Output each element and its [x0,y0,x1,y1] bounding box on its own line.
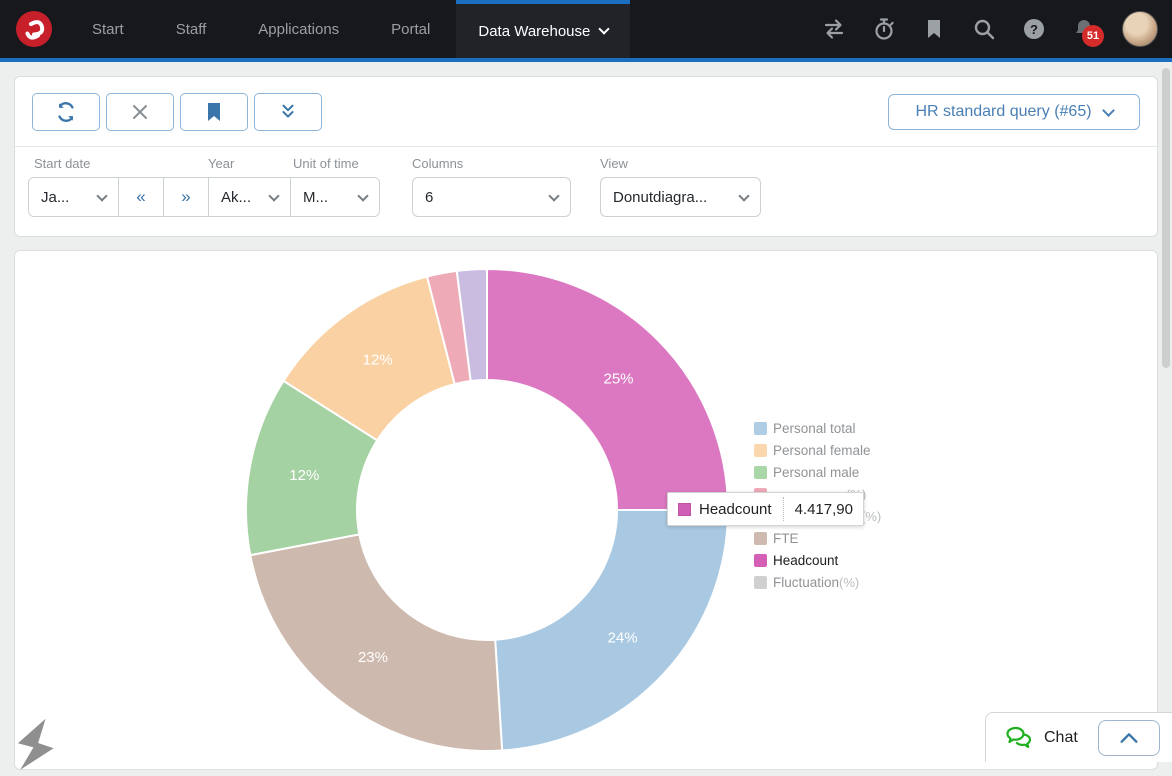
notification-count-badge: 51 [1082,25,1104,47]
query-toolbar-card: HR standard query (#65) Start date Year … [14,76,1158,237]
legend-suffix: (%) [839,575,859,590]
collapse-all-button[interactable] [254,93,322,131]
nav-item-portal[interactable]: Portal [365,0,456,58]
tooltip-separator [783,497,784,521]
notifications-bell-icon[interactable]: 51 [1072,17,1096,41]
slice-percent-label: 25% [604,370,634,387]
chevron-down-icon [548,190,559,201]
nav-item-applications[interactable]: Applications [232,0,365,58]
donut-slice-headcount[interactable] [487,269,728,510]
bookmark-icon[interactable] [922,17,946,41]
legend-swatch [754,532,767,545]
logo-swirl-icon [16,11,52,47]
chat-collapse-button[interactable] [1098,720,1160,756]
chevron-up-icon [1118,731,1140,745]
top-navigation-bar: StartStaffApplicationsPortal Data Wareho… [0,0,1172,62]
nav-item-staff[interactable]: Staff [150,0,233,58]
legend-item-personal-male[interactable]: Personal male [754,461,881,483]
main-menu: StartStaffApplicationsPortal [66,0,456,58]
columns-label: Columns [412,156,463,171]
start-date-select[interactable]: Ja... [29,178,119,216]
active-tab-label: Data Warehouse [478,23,590,40]
legend-label: Fluctuation [773,575,839,590]
legend-label: Personal male [773,465,859,480]
slice-percent-label: 23% [358,649,388,666]
legend-label: Headcount [773,553,838,568]
chevron-down-icon [96,190,107,201]
chart-tooltip: Headcount 4.417,90 [667,492,864,526]
unit-of-time-value: M... [303,189,328,206]
avatar[interactable] [1122,11,1158,47]
previous-glyph: « [136,187,145,207]
legend-swatch [754,422,767,435]
donut-slice-fte[interactable] [250,534,502,751]
slice-percent-label: 12% [363,352,393,369]
chevron-down-icon [1102,104,1115,117]
legend-item-fte[interactable]: FTE [754,527,881,549]
filter-controls: Ja... « » Ak... M... 6 Donutdia [28,177,761,217]
chevron-down-icon [268,190,279,201]
query-selector-label: HR standard query (#65) [915,103,1091,121]
chat-label: Chat [1044,729,1078,747]
year-select[interactable]: Ak... [209,178,291,216]
next-glyph: » [181,187,190,207]
chat-panel[interactable]: Chat [985,712,1172,762]
legend-swatch [754,444,767,457]
year-label: Year [208,156,234,171]
brand-logo[interactable] [16,11,52,47]
chat-icon [1004,725,1034,751]
donut-chart: 25% 24% 23% 12% 12% [244,267,730,753]
toolbar-row: HR standard query (#65) [15,77,1157,147]
legend-label: Personal total [773,421,856,436]
legend-item-fluctuation[interactable]: Fluctuation(%) [754,571,881,593]
chevron-down-icon [357,190,368,201]
transfer-icon[interactable] [822,17,846,41]
legend-label: Personal female [773,443,871,458]
slice-percent-label: 12% [289,467,319,484]
tooltip-label: Headcount [699,501,772,518]
nav-item-start[interactable]: Start [66,0,150,58]
tooltip-value: 4.417,90 [795,501,853,518]
chevron-down-icon [738,190,749,201]
search-icon[interactable] [972,17,996,41]
chart-card: 25% 24% 23% 12% 12% Personal total Personal f… [14,250,1158,770]
legend-swatch [754,576,767,589]
year-value: Ak... [221,189,251,206]
lightning-bolt-icon [8,712,78,776]
start-date-label: Start date [34,156,90,171]
start-date-value: Ja... [41,189,69,206]
columns-select[interactable]: 6 [412,177,571,217]
tab-data-warehouse[interactable]: Data Warehouse [456,0,630,58]
year-previous-button[interactable]: « [119,178,164,216]
svg-text:?: ? [1030,22,1038,37]
view-label: View [600,156,628,171]
refresh-button[interactable] [32,93,100,131]
bookmark-save-button[interactable] [180,93,248,131]
legend-item-headcount[interactable]: Headcount [754,549,881,571]
help-icon[interactable]: ? [1022,17,1046,41]
legend-item-personal-total[interactable]: Personal total [754,417,881,439]
columns-value: 6 [425,189,433,206]
view-value: Donutdiagra... [613,189,707,206]
scrollbar-thumb[interactable] [1162,68,1170,368]
close-button[interactable] [106,93,174,131]
nav-icon-group: ? 51 [822,0,1172,58]
unit-of-time-label: Unit of time [293,156,359,171]
legend-swatch [754,466,767,479]
date-range-control-group: Ja... « » Ak... M... [28,177,380,217]
legend-swatch [754,554,767,567]
legend-label: FTE [773,531,799,546]
filters-row: Start date Year Unit of time Columns Vie… [15,147,1157,237]
legend-suffix: (%) [861,509,881,524]
year-next-button[interactable]: » [164,178,209,216]
legend-item-personal-female[interactable]: Personal female [754,439,881,461]
slice-percent-label: 24% [608,629,638,646]
chevron-down-icon [599,23,610,34]
unit-of-time-select[interactable]: M... [291,178,379,216]
vertical-scrollbar [1160,66,1172,762]
stopwatch-icon[interactable] [872,17,896,41]
tooltip-swatch [678,503,691,516]
query-selector-dropdown[interactable]: HR standard query (#65) [888,94,1140,130]
view-select[interactable]: Donutdiagra... [600,177,761,217]
